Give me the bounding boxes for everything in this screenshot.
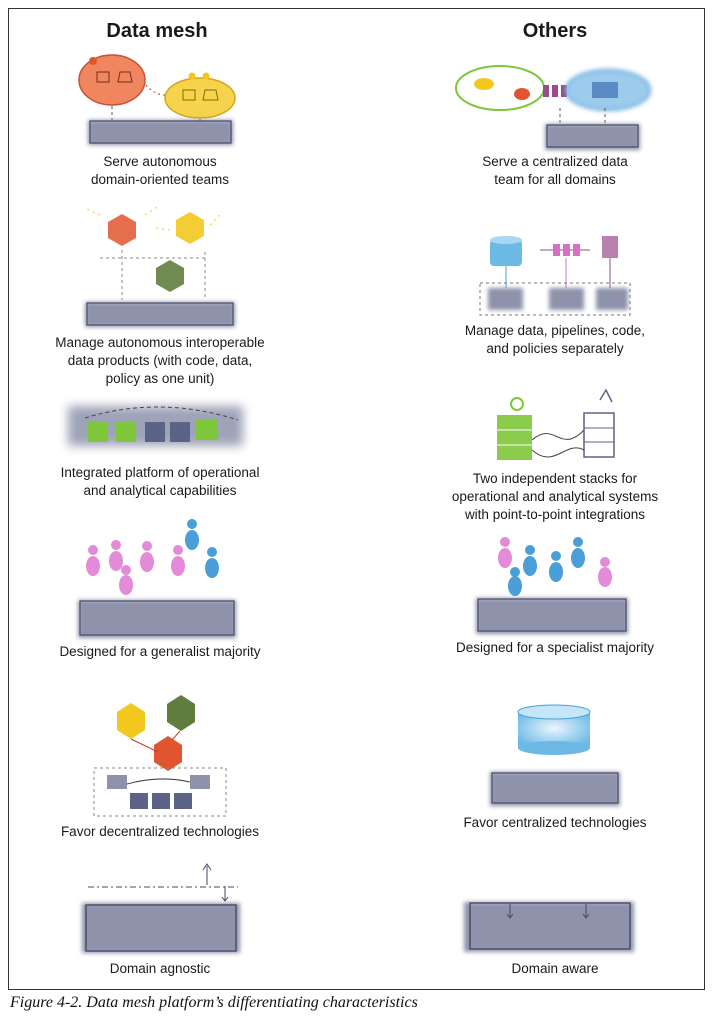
caption-integrated-platform: Integrated platform of operational and an… — [60, 465, 260, 498]
caption-manage-data-products: Manage autonomous interoperable data prod… — [55, 335, 265, 386]
row5-left-illustration — [93, 695, 227, 817]
row4-right-illustration — [476, 537, 628, 634]
row5-right-illustration — [490, 704, 620, 806]
caption-specialist-majority: Designed for a specialist majority — [455, 640, 655, 655]
column-header-data-mesh: Data mesh — [106, 20, 208, 42]
row4-left-illustration — [78, 519, 236, 638]
caption-generalist-majority: Designed for a generalist majority — [59, 644, 261, 659]
caption-manage-separately: Manage data, pipelines, code, and policie… — [464, 323, 646, 356]
caption-domain-aware: Domain aware — [511, 961, 599, 976]
row1-left-illustration — [78, 54, 236, 145]
row2-left-illustration — [84, 204, 235, 327]
row3-right-illustration — [497, 388, 615, 460]
figure-caption: Figure 4-2. Data mesh platform’s differe… — [10, 994, 418, 1011]
row3-left-illustration — [68, 406, 243, 446]
row2-right-illustration — [479, 236, 631, 316]
caption-serve-centralized-team: Serve a centralized data team for all dom… — [482, 154, 628, 187]
caption-serve-autonomous-teams: Serve autonomous domain-oriented teams — [90, 154, 230, 187]
row1-right-illustration — [455, 65, 651, 150]
caption-two-independent-stacks: Two independent stacks for operational an… — [451, 471, 659, 522]
figure-frame — [8, 8, 705, 990]
row6-right-illustration — [464, 902, 634, 952]
caption-decentralized-technologies: Favor decentralized technologies — [60, 824, 260, 839]
caption-domain-agnostic: Domain agnostic — [109, 961, 211, 976]
column-header-others: Others — [522, 20, 588, 42]
row6-left-illustration — [82, 863, 240, 953]
caption-centralized-technologies: Favor centralized technologies — [463, 815, 647, 830]
